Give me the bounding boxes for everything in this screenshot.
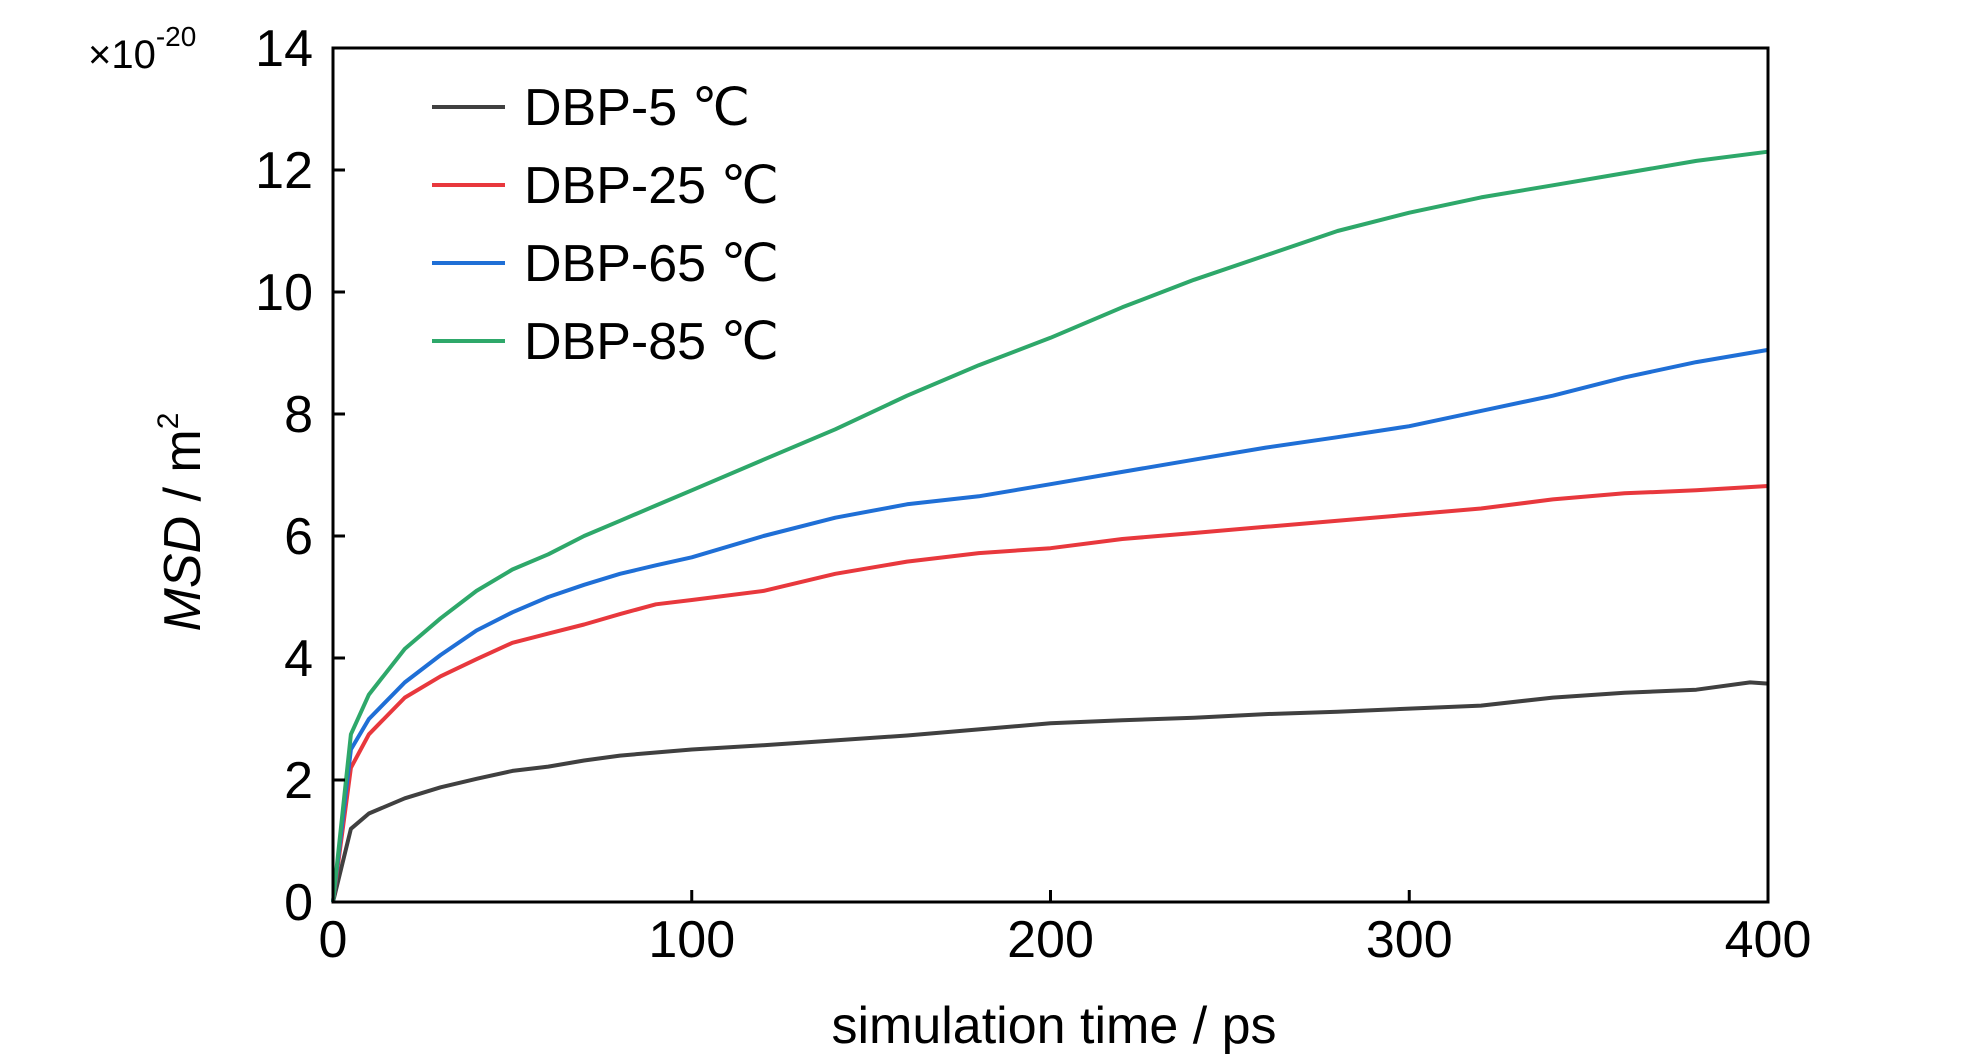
legend-label-4: DBP-85 ℃ xyxy=(524,313,779,371)
x-tick-label: 400 xyxy=(1725,911,1812,969)
y-multiplier-exponent: -20 xyxy=(156,21,196,52)
axis-ticks: 0 100 200 300 400 0 2 4 6 8 10 12 14 xyxy=(255,20,1811,969)
series-layer xyxy=(331,149,1769,903)
x-tick-label: 300 xyxy=(1366,911,1453,969)
y-tick-label: 4 xyxy=(284,630,313,688)
y-tick-label: 8 xyxy=(284,386,313,444)
y-multiplier-base: ×10 xyxy=(88,33,156,77)
x-tick-label: 100 xyxy=(648,911,735,969)
series-line-3 xyxy=(331,347,1769,903)
y-axis-title: MSD / m2 xyxy=(152,413,212,632)
y-multiplier: ×10-20 xyxy=(88,21,196,77)
series-line-1 xyxy=(331,680,1769,903)
legend-label-2: DBP-25 ℃ xyxy=(524,157,779,215)
series-line-2 xyxy=(331,484,1769,903)
y-tick-label: 14 xyxy=(255,20,313,78)
y-axis-title-italic: MSD xyxy=(154,516,212,632)
legend-label-3: DBP-65 ℃ xyxy=(524,235,779,293)
legend-label-1: DBP-5 ℃ xyxy=(524,79,750,137)
y-tick-label: 0 xyxy=(284,874,313,932)
x-axis-title: simulation time / ps xyxy=(831,997,1276,1055)
y-tick-label: 2 xyxy=(284,752,313,810)
x-tick-label: 200 xyxy=(1007,911,1094,969)
y-tick-label: 10 xyxy=(255,264,313,322)
series-line-4 xyxy=(331,149,1769,903)
y-tick-label: 12 xyxy=(255,142,313,200)
y-tick-label: 6 xyxy=(284,508,313,566)
legend: DBP-5 ℃ DBP-25 ℃ DBP-65 ℃ DBP-85 ℃ xyxy=(432,79,779,371)
y-axis-title-superscript: 2 xyxy=(152,413,185,430)
y-axis-title-unit: / m xyxy=(154,429,212,516)
x-tick-label: 0 xyxy=(319,911,348,969)
